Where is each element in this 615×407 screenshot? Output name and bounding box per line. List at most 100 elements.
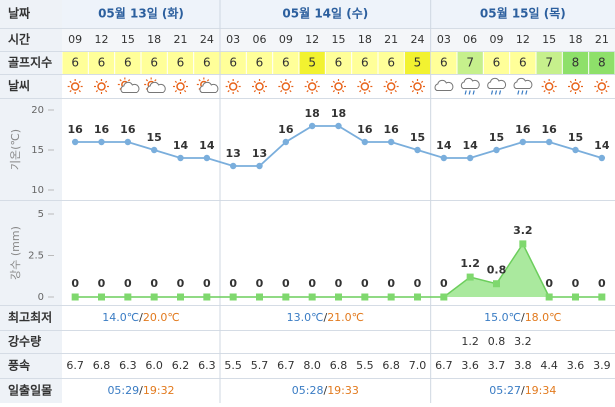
row-label: 날짜 (8, 6, 30, 21)
temp-marker (387, 138, 395, 146)
golf-cell (457, 52, 483, 74)
sun-ray (253, 80, 257, 84)
rain-marker (414, 293, 421, 301)
golf-cell (378, 52, 404, 74)
sun-icon (597, 82, 607, 91)
temp-label: 13 (226, 147, 241, 160)
rain-drop (525, 90, 528, 95)
rain-marker (466, 273, 474, 281)
date-row-bg (62, 0, 615, 28)
time-label: 09 (490, 33, 504, 46)
sun-ray (596, 89, 599, 93)
temp-label: 16 (68, 123, 84, 136)
y-tick-label: 5 (38, 209, 44, 220)
rain-marker (177, 293, 184, 301)
rain-marker (256, 293, 263, 301)
golf-cell (510, 52, 536, 74)
sun-ray (183, 80, 187, 84)
separator: / (323, 311, 327, 324)
time-label: 12 (516, 33, 530, 46)
temp-marker (203, 154, 211, 162)
golf-cell (194, 52, 220, 74)
sun-ray (359, 89, 362, 93)
rain-marker (387, 293, 395, 301)
rain-amount: 0.8 (488, 335, 506, 348)
golf-value: 6 (519, 56, 527, 70)
temp-label: 18 (331, 107, 346, 120)
row-label: 풍속 (8, 359, 30, 373)
rain-drop (498, 90, 502, 95)
golf-value: 6 (124, 56, 132, 70)
golf-value: 8 (572, 56, 580, 70)
sun-ray (394, 80, 397, 84)
y-tick-label: 0 (38, 292, 44, 303)
rain-label: 0 (414, 277, 422, 290)
temp-label: 15 (410, 131, 425, 144)
time-label: 09 (68, 33, 82, 46)
golf-value: 8 (598, 56, 606, 70)
sun-ray (596, 80, 599, 84)
separator: / (521, 384, 525, 397)
sun-ray (104, 80, 108, 84)
wind-value: 3.6 (461, 359, 479, 372)
temp-label: 14 (173, 139, 189, 152)
golf-cell (404, 52, 431, 74)
wind-value: 5.5 (356, 359, 374, 372)
wind-value: 6.7 (435, 359, 453, 372)
sun-icon (307, 82, 317, 91)
temp-marker (598, 154, 606, 162)
rain-marker (519, 240, 527, 248)
golf-value: 6 (229, 56, 237, 70)
date-header: 05월 15일 (목) (480, 6, 566, 21)
sun-ray (227, 80, 230, 84)
sun-ray (332, 80, 336, 84)
sun-ray (306, 89, 309, 93)
temp-marker (229, 162, 237, 170)
golf-value: 6 (98, 56, 106, 70)
rain-marker (203, 293, 211, 301)
sun-ray (280, 89, 283, 93)
rain-label: 0 (256, 277, 264, 290)
golf-cell (273, 52, 299, 74)
high-temp: 18.0℃ (525, 311, 562, 324)
temp-label: 15 (489, 131, 504, 144)
rain-label: 0 (229, 277, 237, 290)
rain-label: 0 (387, 277, 395, 290)
time-label: 21 (174, 33, 188, 46)
rain-marker (98, 293, 105, 301)
sun-ray (315, 80, 318, 84)
sun-icon (70, 82, 80, 91)
sun-ray (206, 79, 210, 82)
cloud-icon (513, 77, 533, 89)
time-label: 03 (437, 33, 451, 46)
rain-drop (521, 90, 524, 95)
rain-area (75, 243, 602, 297)
sun-ray (119, 79, 122, 82)
rain-marker (229, 293, 237, 301)
sunset: 19:32 (143, 384, 175, 397)
golf-value: 6 (361, 56, 369, 70)
sun-ray (78, 80, 81, 84)
temp-marker (572, 146, 579, 154)
temp-marker (519, 138, 527, 146)
sun-ray (341, 80, 345, 84)
wind-value: 8.0 (303, 359, 321, 372)
wind-value: 6.7 (66, 359, 84, 372)
separator: / (139, 311, 143, 324)
sun-icon (544, 82, 554, 91)
sun-ray (578, 89, 582, 93)
sun-ray (332, 89, 336, 93)
row-label: 시간 (8, 32, 30, 47)
rain-label: 0 (124, 277, 132, 290)
sunrise: 05:29 (107, 384, 139, 397)
time-label: 24 (200, 33, 214, 46)
rain-marker (361, 293, 369, 301)
wind-value: 5.7 (251, 359, 269, 372)
sun-ray (385, 89, 388, 93)
temp-marker (466, 154, 474, 162)
row-label: 강수량 (8, 335, 41, 349)
rain-label: 0 (572, 277, 580, 290)
temp-label: 14 (463, 139, 479, 152)
time-label: 12 (95, 33, 109, 46)
